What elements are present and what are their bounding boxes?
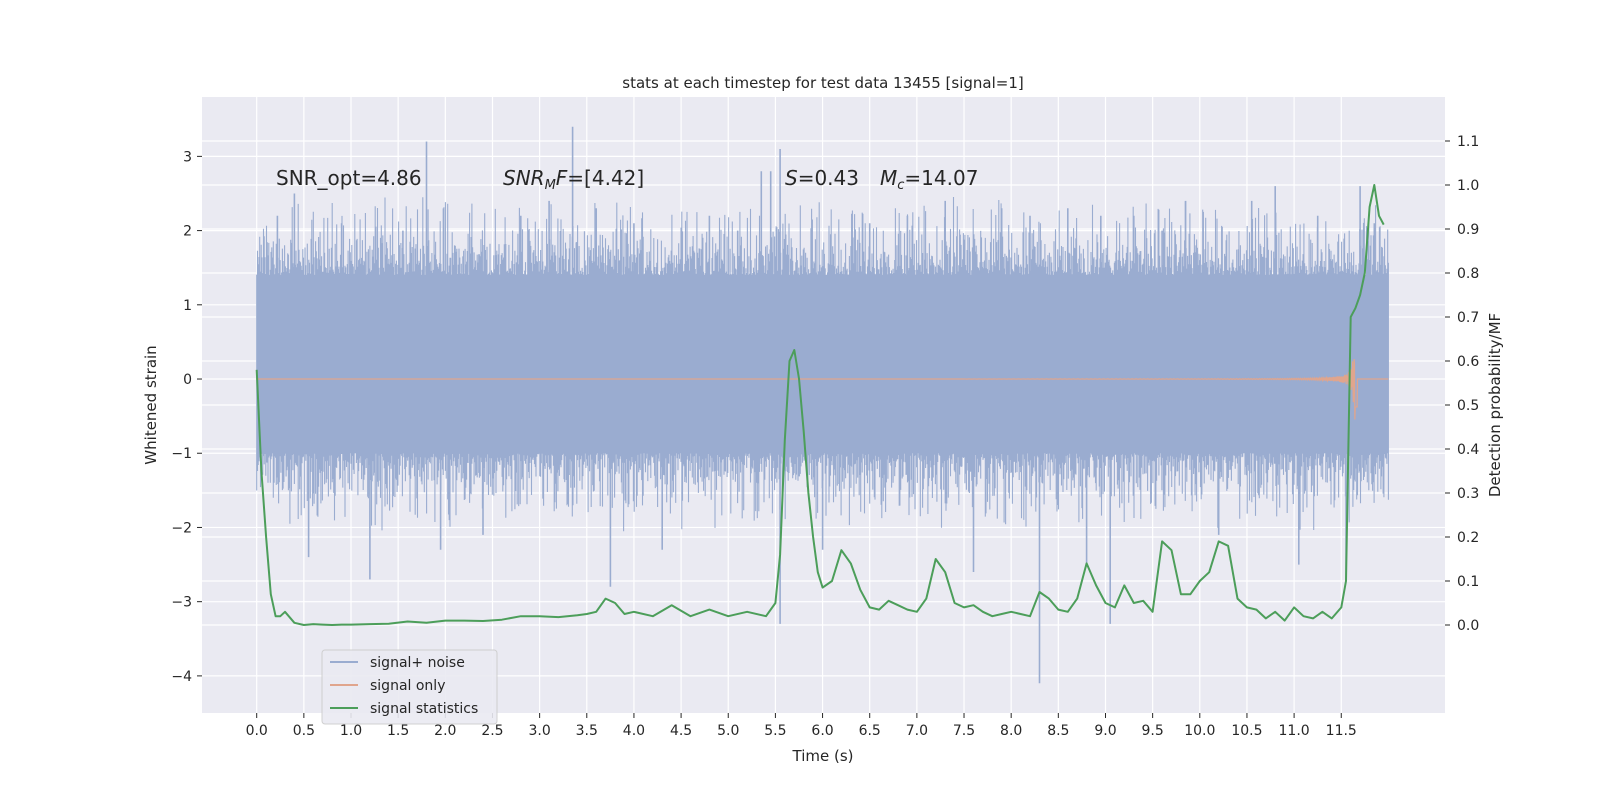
x-axis-label: Time (s) xyxy=(792,747,854,765)
x-tick-label: 4.0 xyxy=(623,723,645,739)
x-tick-label: 3.0 xyxy=(528,723,550,739)
x-tick-label: 9.0 xyxy=(1094,723,1116,739)
y-right-tick-label: 0.0 xyxy=(1457,618,1479,634)
annotation-mc-value: =14.07 xyxy=(904,166,978,190)
annotation-stat-value: =0.43 xyxy=(798,166,859,190)
legend: signal+ noise signal only signal statist… xyxy=(321,649,498,725)
y-left-tick-label: 2 xyxy=(183,224,192,240)
y-right-tick-label: 1.0 xyxy=(1457,178,1479,194)
y-right-tick-label: 0.1 xyxy=(1457,574,1479,590)
x-tick-label: 3.5 xyxy=(576,723,598,739)
x-tick-label: 7.0 xyxy=(906,723,928,739)
x-tick-label: 7.5 xyxy=(953,723,975,739)
series-signal-plus-noise xyxy=(256,126,1389,684)
x-tick-label: 6.0 xyxy=(811,723,833,739)
signal-trace xyxy=(256,358,1389,420)
legend-label-noise: signal+ noise xyxy=(370,655,465,671)
annotation-stat: S=0.43 xyxy=(785,166,859,190)
x-tick-label: 5.0 xyxy=(717,723,739,739)
y-right-tick-label: 0.3 xyxy=(1457,486,1479,502)
legend-box xyxy=(321,649,498,725)
x-tick-label: 11.0 xyxy=(1279,723,1310,739)
x-tick-label: 11.5 xyxy=(1326,723,1357,739)
x-tick-label: 2.5 xyxy=(481,723,503,739)
y-right-tick-label: 1.1 xyxy=(1457,134,1479,150)
annotation-mc: Mc=14.07 xyxy=(880,166,978,193)
annotation-snr-mf-value: =[4.42] xyxy=(567,166,644,190)
y-right-axis-ticks: 1.1 1.0 0.9 0.8 0.7 0.6 0.5 0.4 0.3 0.2 0.1 0.0 xyxy=(1445,134,1479,634)
annotation-snr-mf: SNRMF=[4.42] xyxy=(503,166,644,193)
chart-title: stats at each timestep for test data 134… xyxy=(622,74,1023,92)
x-tick-label: 10.5 xyxy=(1231,723,1262,739)
x-tick-label: 5.5 xyxy=(764,723,786,739)
annotation-snr-opt: SNR_opt=4.86 xyxy=(276,166,422,190)
x-tick-label: 6.5 xyxy=(859,723,881,739)
x-axis-ticks: 0.0 0.5 1.0 1.5 2.0 2.5 3.0 3.5 4.0 4.5 5.0 5.5 6.0 6… xyxy=(246,713,1357,739)
x-tick-label: 8.5 xyxy=(1047,723,1069,739)
y-left-tick-label: −3 xyxy=(171,595,192,611)
y-left-axis-label: Whitened strain xyxy=(142,345,160,464)
y-right-tick-label: 0.7 xyxy=(1457,310,1479,326)
x-tick-label: 1.0 xyxy=(340,723,362,739)
y-left-tick-label: −2 xyxy=(171,520,192,536)
x-tick-label: 0.5 xyxy=(293,723,315,739)
legend-label-stats: signal statistics xyxy=(370,701,478,717)
y-right-tick-label: 0.4 xyxy=(1457,442,1479,458)
x-tick-label: 0.0 xyxy=(246,723,268,739)
noise-spikes xyxy=(276,126,1376,684)
y-right-tick-label: 0.2 xyxy=(1457,530,1479,546)
x-tick-label: 2.0 xyxy=(434,723,456,739)
x-tick-label: 9.5 xyxy=(1142,723,1164,739)
y-right-axis-label: Detection probability/MF xyxy=(1486,313,1504,497)
y-left-tick-label: 1 xyxy=(183,298,192,314)
series-signal-statistics xyxy=(255,184,1385,626)
y-left-axis-ticks: 3 2 1 0 −1 −2 −3 −4 xyxy=(171,149,202,685)
series-signal-only xyxy=(256,358,1389,420)
y-left-tick-label: −4 xyxy=(171,669,192,685)
y-right-tick-label: 0.9 xyxy=(1457,222,1479,238)
legend-label-signal: signal only xyxy=(370,678,445,694)
x-tick-label: 8.0 xyxy=(1000,723,1022,739)
y-right-tick-label: 0.6 xyxy=(1457,354,1479,370)
x-tick-label: 10.0 xyxy=(1184,723,1215,739)
y-right-tick-label: 0.8 xyxy=(1457,266,1479,282)
statistics-line xyxy=(255,184,1385,626)
y-left-tick-label: 0 xyxy=(183,372,192,388)
y-left-tick-label: −1 xyxy=(171,446,192,462)
y-left-tick-label: 3 xyxy=(183,149,192,165)
x-tick-label: 4.5 xyxy=(670,723,692,739)
x-tick-label: 1.5 xyxy=(387,723,409,739)
y-right-tick-label: 0.5 xyxy=(1457,398,1479,414)
